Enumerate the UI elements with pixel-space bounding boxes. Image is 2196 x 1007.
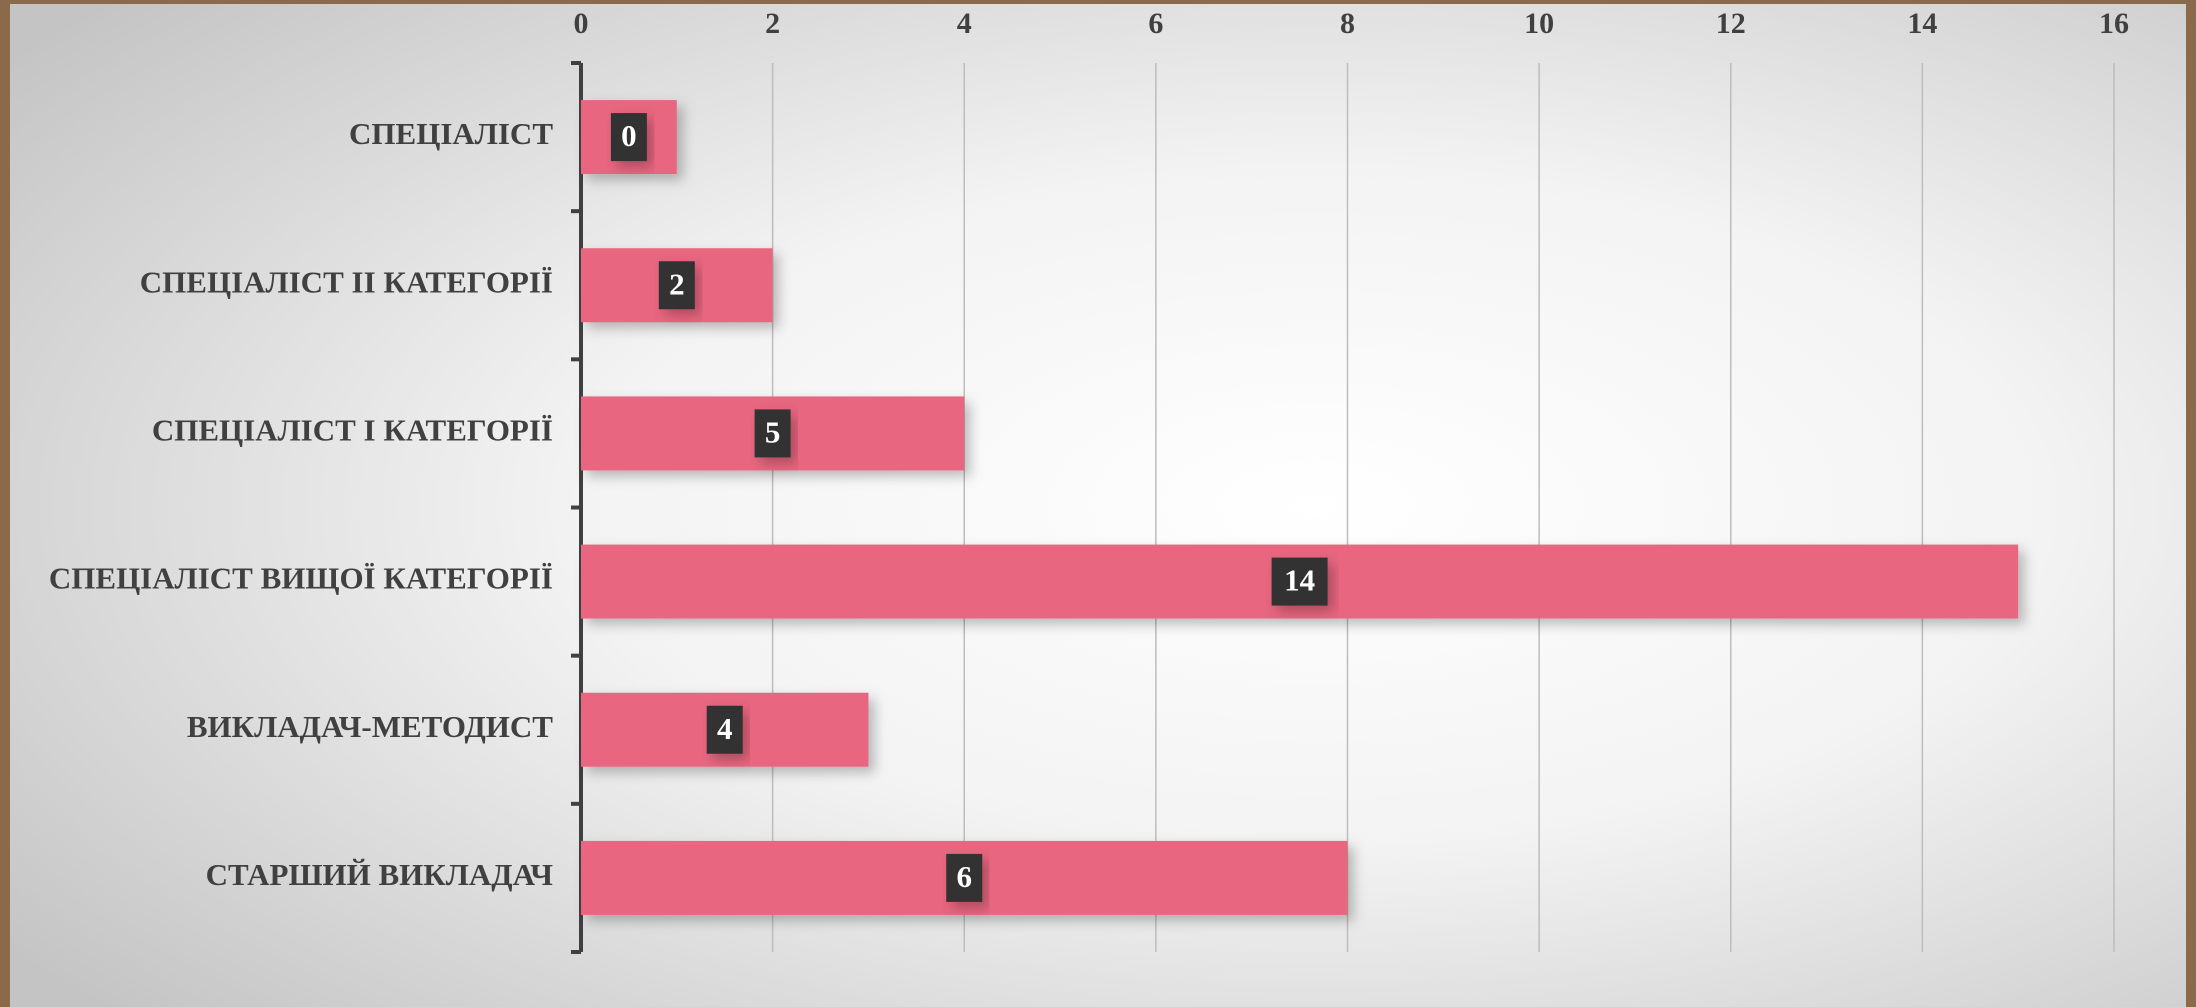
x-tick-label: 16 [2099,7,2129,40]
y-tick-label: СТАРШИЙ ВИКЛАДАЧ [206,857,554,892]
x-tick-label: 0 [574,7,589,40]
data-label: 14 [1284,563,1315,598]
x-tick-label: 8 [1340,7,1355,40]
data-label-box [610,113,647,162]
data-label: 0 [621,118,637,153]
data-label-box [1271,557,1328,606]
y-tick-label: СПЕЦІАЛІСТ ІІ КАТЕГОРІЇ [140,264,553,299]
x-tick-label: 14 [1907,7,1937,40]
data-label: 5 [765,415,781,450]
data-label: 2 [669,266,685,301]
data-label: 4 [717,711,733,746]
data-label-box [946,853,983,902]
data-label-box [658,261,695,310]
x-tick-label: 6 [1148,7,1163,40]
x-tick-label: 10 [1524,7,1554,40]
x-tick-label: 12 [1716,7,1746,40]
data-label-box [754,409,791,458]
data-label-box [706,705,743,754]
y-tick-label: СПЕЦІАЛІСТ ВИЩОЇ КАТЕГОРІЇ [49,561,553,596]
data-label: 6 [957,859,973,894]
x-tick-label: 4 [957,7,972,40]
background [10,4,2186,1007]
y-tick-label: СПЕЦІАЛІСТ [349,116,553,151]
y-tick-label: ВИКЛАДАЧ-МЕТОДИСТ [187,709,553,744]
y-tick-label: СПЕЦІАЛІСТ І КАТЕГОРІЇ [152,413,553,448]
x-tick-label: 2 [765,7,780,40]
